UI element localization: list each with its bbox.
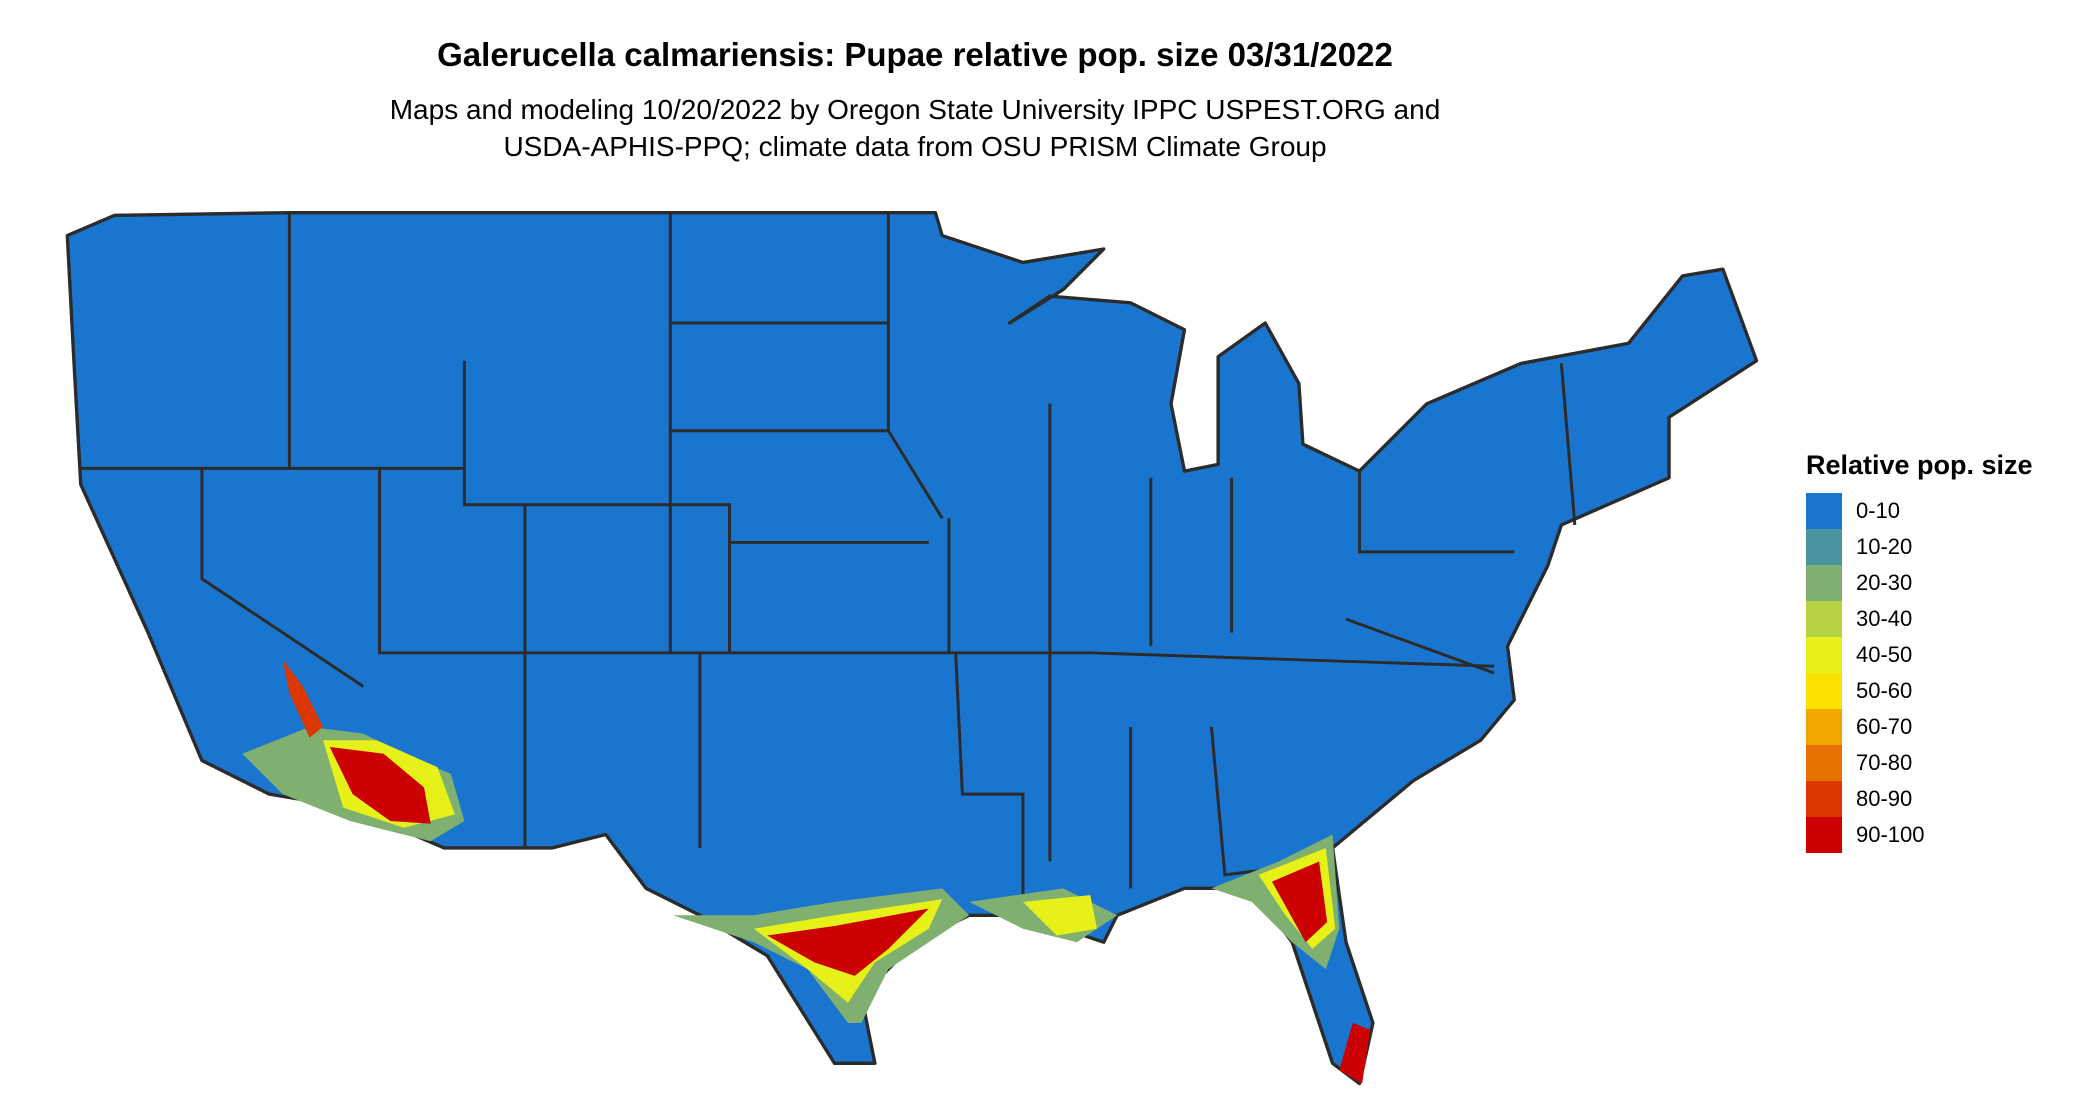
legend-label: 50-60: [1856, 678, 1913, 703]
hot-area-texas: [673, 888, 1118, 1023]
legend-item: 30-40: [1806, 601, 2033, 637]
legend-swatch: [1806, 565, 1842, 601]
legend-label: 60-70: [1856, 714, 1913, 739]
legend-swatch: [1806, 709, 1842, 745]
legend-swatch: [1806, 745, 1842, 781]
map-subtitle-line-1: Maps and modeling 10/20/2022 by Oregon S…: [389, 94, 1441, 125]
map-subtitle-line-2: USDA-APHIS-PPQ; climate data from OSU PR…: [503, 131, 1327, 162]
legend-item: 20-30: [1806, 565, 2033, 601]
legend-swatch: [1806, 817, 1842, 853]
legend: Relative pop. size 0-10 10-20 20-30 30-40 40…: [1806, 450, 2033, 853]
legend-item: 80-90: [1806, 781, 2033, 817]
legend-label: 40-50: [1856, 642, 1913, 667]
hot-area-florida: [1211, 834, 1371, 1084]
legend-item: 10-20: [1806, 529, 2033, 565]
legend-item: 40-50: [1806, 637, 2033, 673]
legend-swatch: [1806, 529, 1842, 565]
legend-swatch: [1806, 493, 1842, 529]
legend-label: 20-30: [1856, 570, 1913, 595]
legend-item: 50-60: [1806, 673, 2033, 709]
legend-label: 10-20: [1856, 534, 1913, 559]
legend-swatch: [1806, 673, 1842, 709]
legend-swatch: [1806, 601, 1842, 637]
hot-area-southwest: [242, 659, 465, 842]
legend-item: 90-100: [1806, 817, 2033, 853]
legend-label: 90-100: [1856, 822, 1925, 847]
legend-item: 60-70: [1806, 709, 2033, 745]
map-title: Galerucella calmariensis: Pupae relative…: [437, 36, 1393, 73]
legend-item: 70-80: [1806, 745, 2033, 781]
legend-label: 80-90: [1856, 786, 1913, 811]
legend-swatch: [1806, 781, 1842, 817]
state-borders: [80, 212, 1577, 916]
legend-swatch: [1806, 637, 1842, 673]
legend-label: 70-80: [1856, 750, 1913, 775]
legend-label: 0-10: [1856, 498, 1901, 523]
legend-title: Relative pop. size: [1806, 450, 2033, 480]
legend-item: 0-10: [1806, 493, 2033, 529]
legend-label: 30-40: [1856, 606, 1913, 631]
